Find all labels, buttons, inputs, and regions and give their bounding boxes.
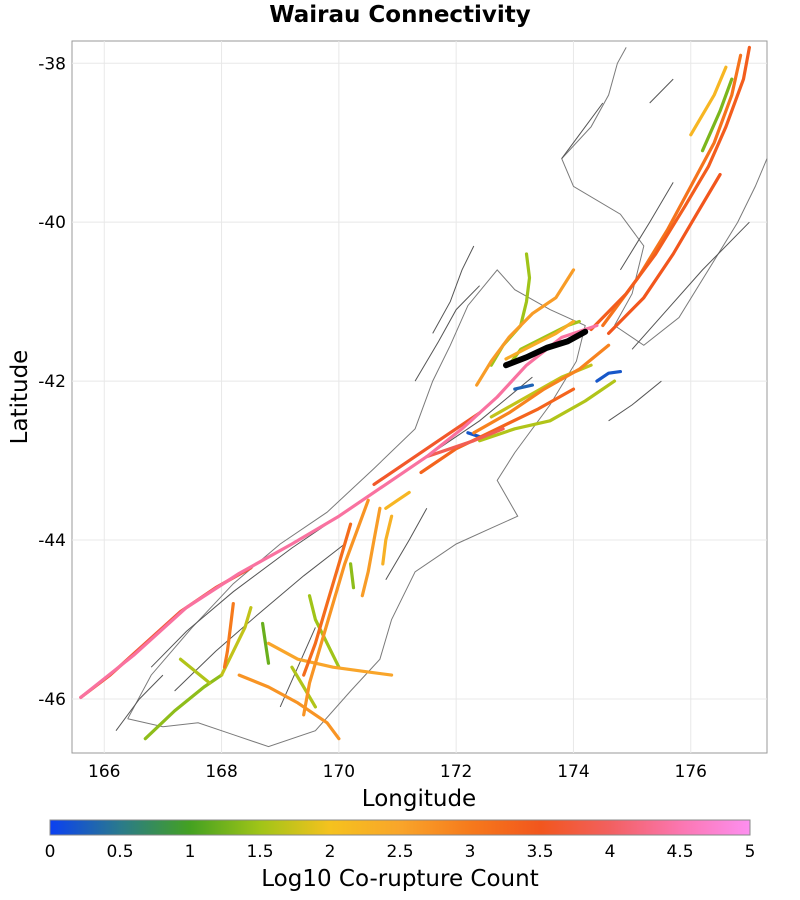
rupture-trace [425,427,505,459]
y-tick-labels: -38 -40 -42 -44 -46 [38,54,66,710]
rupture-trace [513,383,535,391]
rupture-trace [504,319,576,361]
rupture-trace [381,514,394,566]
plot-area [71,40,768,754]
y-axis-label: Latitude [7,350,33,445]
rupture-trace [472,343,611,435]
background-fault [631,221,750,350]
rupture-trace [466,431,482,439]
x-axis-label: Longitude [362,786,476,812]
rupture-trace [143,673,224,741]
colorbar-tick-label: 2.5 [386,842,413,862]
x-tick-label: 172 [440,762,472,782]
chart-title: Wairau Connectivity [269,2,531,28]
y-tick-label: -42 [38,372,66,392]
colorbar-tick-label: 0 [45,842,56,862]
background-fault [414,285,480,382]
colorbar-tick-label: 0.5 [106,842,133,862]
rupture-trace [302,522,353,677]
rupture-trace [222,601,235,669]
background-fault [608,380,662,422]
y-tick-label: -46 [38,690,66,710]
target-fault [503,328,589,369]
rupture-trace [689,65,728,137]
rupture-trace [372,411,482,486]
colorbar-tick-label: 4 [605,842,616,862]
rupture-traces [79,45,752,741]
background-fault [561,102,604,159]
coastline [127,47,768,748]
coastline-segment [127,269,586,748]
colorbar-label: Log10 Co-rupture Count [261,866,538,892]
colorbar-tick-label: 1.5 [246,842,273,862]
y-tick-label: -38 [38,54,66,74]
colorbar-tick-label: 2 [325,842,336,862]
background-fault [279,627,316,708]
background-fault [174,543,346,692]
y-tick-label: -40 [38,213,66,233]
x-tick-label: 168 [205,762,237,782]
rupture-trace [595,370,623,383]
x-tick-label: 166 [88,762,120,782]
rupture-trace [589,45,752,332]
rupture-trace [700,77,734,153]
colorbar-tick-labels: 0 0.5 1 1.5 2 2.5 3 3.5 4 4.5 5 [45,842,756,862]
rupture-trace [178,657,212,685]
coastline-segment [561,47,645,326]
x-tick-labels: 166 168 170 172 174 176 [88,762,707,782]
colorbar-tick-label: 3 [465,842,476,862]
rupture-trace [478,379,617,443]
rupture-trace [606,172,722,335]
x-tick-label: 174 [557,762,589,782]
rupture-trace [220,605,253,677]
colorbar-tick-label: 4.5 [666,842,693,862]
rupture-trace [261,621,271,665]
colorbar [49,819,751,836]
wairau-fault-trace [503,328,589,369]
rupture-trace [349,562,356,590]
background-fault [432,245,475,334]
rupture-trace [384,490,411,510]
rupture-trace [237,673,341,741]
colorbar-tick-label: 3.5 [526,842,553,862]
rupture-trace [290,665,317,709]
rupture-trace [266,641,394,677]
rupture-trace [419,387,576,475]
rupture-trace [307,594,341,669]
background-fault [385,508,428,581]
x-tick-label: 170 [323,762,355,782]
background-fault [649,78,674,104]
background-fault [619,182,674,271]
rupture-trace [360,506,382,598]
colorbar-tick-label: 1 [185,842,196,862]
coastline-segment [614,158,768,346]
rupture-trace [475,268,576,387]
x-tick-label: 176 [675,762,707,782]
rupture-trace [302,498,370,717]
colorbar-tick-label: 5 [745,842,756,862]
background-fault [115,674,164,731]
y-tick-label: -44 [38,531,66,551]
rupture-trace [79,323,599,700]
